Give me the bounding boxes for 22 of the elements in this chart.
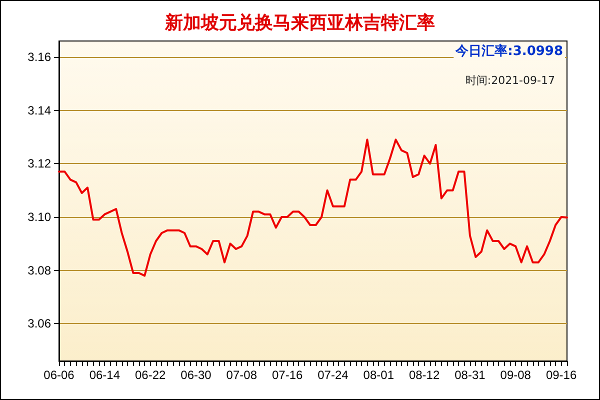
y-tick-label: 3.08	[28, 263, 52, 278]
x-tick-label: 07-08	[226, 368, 258, 382]
x-tick-label: 08-12	[408, 368, 440, 382]
x-tick-label: 09-16	[546, 368, 577, 382]
x-tick-label: 06-22	[134, 368, 166, 382]
annotation: 时间:2021-09-17	[465, 74, 555, 87]
y-tick-label: 3.14	[28, 103, 52, 118]
x-tick-label: 07-16	[272, 368, 303, 382]
y-tick-label: 3.16	[28, 50, 52, 64]
x-tick-label: 06-14	[89, 368, 120, 382]
y-tick-label: 3.06	[28, 316, 52, 331]
chart-title: 新加坡元兑换马来西亚林吉特汇率	[164, 12, 435, 34]
x-tick-label: 08-01	[363, 368, 394, 382]
y-tick-label: 3.12	[28, 156, 52, 171]
x-tick-label: 06-06	[44, 368, 75, 382]
chart-subtitle: 今日汇率:3.0998	[454, 43, 564, 59]
x-tick-label: 09-08	[500, 368, 532, 382]
line-series	[58, 138, 568, 277]
y-tick-label: 3.10	[28, 210, 52, 224]
x-tick-label: 06-30	[180, 368, 212, 382]
x-tick-label: 07-24	[318, 368, 349, 382]
x-tick-label: 08-31	[454, 368, 486, 382]
